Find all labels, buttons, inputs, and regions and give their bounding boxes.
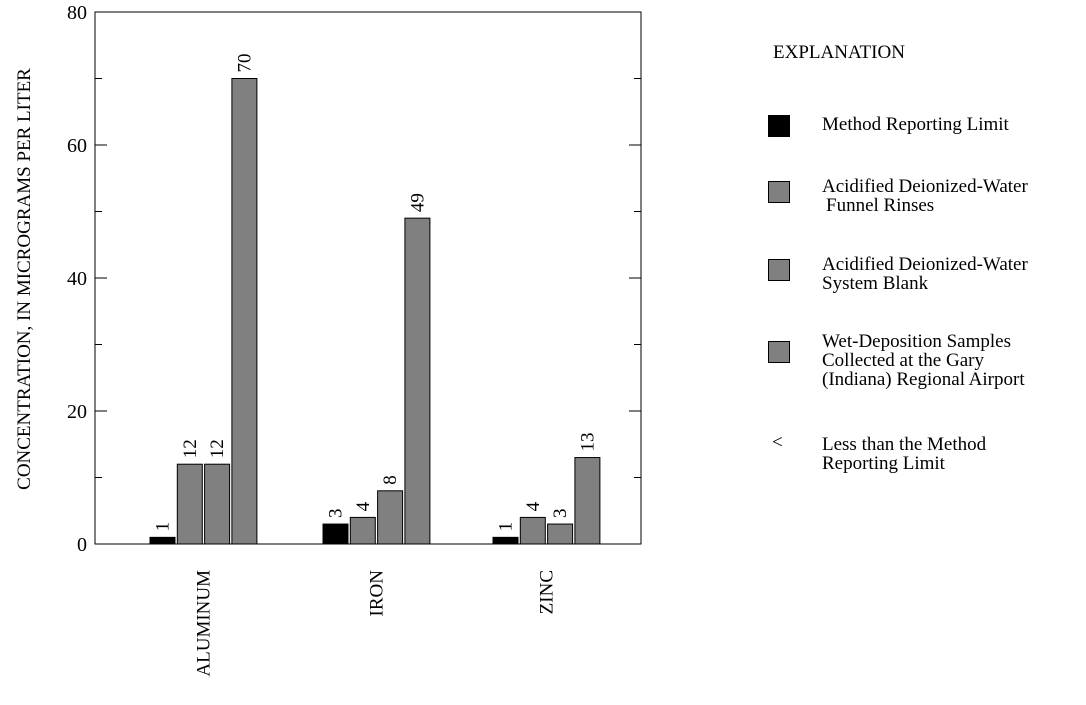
bar — [322, 523, 349, 545]
bar — [377, 490, 404, 545]
bar-value-label: 1 — [496, 522, 517, 532]
bar-value-label: 12 — [180, 439, 201, 458]
y-tick-label: 80 — [67, 2, 87, 24]
y-tick-label: 60 — [67, 135, 87, 157]
category-label: ALUMINUM — [193, 570, 214, 677]
y-tick-label: 20 — [67, 401, 87, 423]
legend-swatch-black — [768, 115, 790, 137]
bar-value-label: 12 — [207, 439, 228, 458]
bar — [547, 523, 574, 545]
bar — [492, 536, 519, 545]
category-label: IRON — [366, 570, 387, 617]
category-labels: ALUMINUM IRON ZINC — [193, 570, 557, 677]
bar — [349, 516, 376, 545]
bar — [574, 457, 601, 545]
legend-label: Acidified Deionized-Water Funnel Rinses — [822, 176, 1028, 216]
legend-swatch-gray — [768, 341, 790, 363]
category-label: ZINC — [536, 570, 557, 614]
bar-value-label: 4 — [353, 501, 374, 511]
legend-title: EXPLANATION — [773, 42, 905, 63]
bar-value-label: 3 — [326, 509, 347, 519]
legend-swatch-gray — [768, 181, 790, 203]
legend-label: Acidified Deionized-Water System Blank — [822, 254, 1028, 294]
bar — [204, 463, 231, 545]
y-tick-label: 40 — [67, 268, 87, 290]
y-axis-ticks: 0 20 40 60 80 — [67, 2, 641, 556]
bar-value-label: 1 — [153, 522, 174, 532]
bar — [404, 217, 431, 545]
bar-value-label: 3 — [550, 509, 571, 519]
bar-value-label: 4 — [523, 501, 544, 511]
bar-value-label: 49 — [407, 193, 428, 212]
y-tick-label: 0 — [77, 534, 87, 556]
legend-label: Less than the Method Reporting Limit — [822, 434, 987, 474]
legend-label: Method Reporting Limit — [822, 114, 1009, 135]
bar-value-label: 8 — [380, 475, 401, 485]
bar — [231, 78, 258, 545]
legend-label: Wet-Deposition Samples Collected at the … — [822, 331, 1025, 390]
bar — [149, 536, 176, 545]
bar — [176, 463, 203, 545]
bar-value-label: 70 — [234, 54, 255, 73]
bar — [519, 516, 546, 545]
bar-chart: CONCENTRATION, IN MICROGRAMS PER LITER 0… — [14, 2, 642, 677]
legend-swatch-gray — [768, 259, 790, 281]
y-axis-label: CONCENTRATION, IN MICROGRAMS PER LITER — [14, 68, 35, 490]
bar-value-label: 13 — [577, 433, 598, 452]
less-than-symbol: < — [772, 432, 783, 453]
bars — [149, 78, 601, 545]
